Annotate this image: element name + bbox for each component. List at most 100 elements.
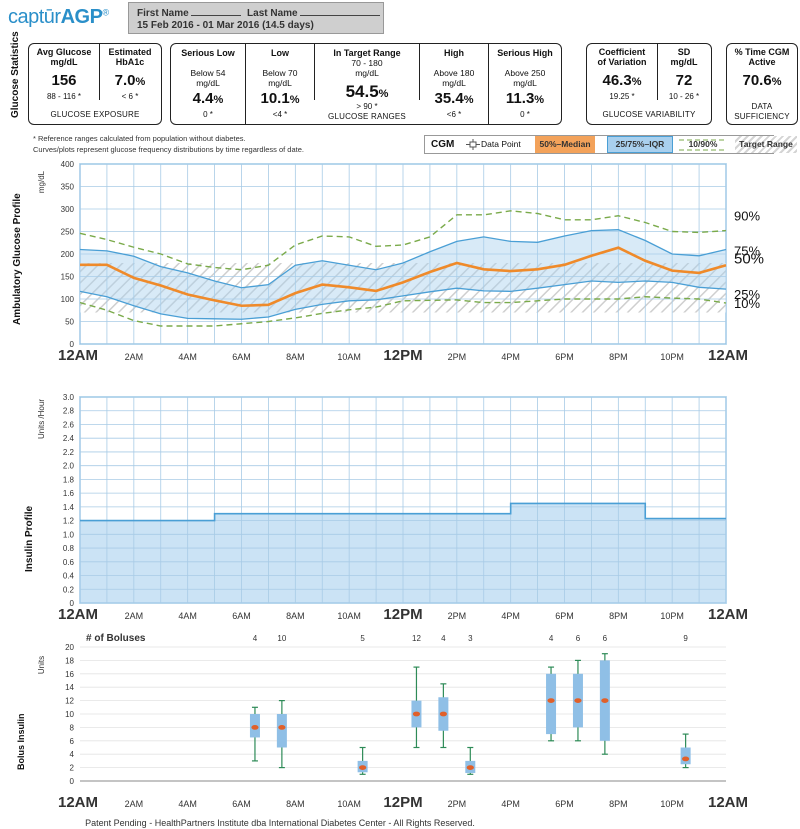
date-range: 15 Feb 2016 - 01 Mar 2016 (14.5 days)	[137, 20, 314, 31]
captur-agp-logo: captūrAGP®	[8, 6, 109, 28]
insulin-xtick-5: 10AM	[337, 611, 361, 621]
bolus-median-7	[574, 698, 582, 703]
glucose-exposure-box: Avg Glucose mg/dL Estimated HbA1c 156 7.0%…	[28, 43, 162, 125]
p10-line	[79, 296, 727, 327]
p75-line	[79, 229, 727, 289]
agp-ytick-2: 100	[61, 295, 75, 304]
bolus-xtick-11: 10PM	[660, 799, 684, 809]
agp-right-label-0: 90%	[734, 209, 760, 224]
agp-xtick-0: 12AM	[58, 347, 98, 364]
insulin-ytick-5: 1.0	[63, 530, 75, 539]
p25-line	[79, 280, 727, 320]
bolus-count-8: 6	[603, 634, 608, 643]
bolus-count-1: 10	[277, 634, 286, 643]
bolus-xtick-4: 8AM	[286, 799, 305, 809]
agp-ylabel: mg/dL	[37, 170, 46, 193]
bolus-count-9: 9	[683, 634, 688, 643]
agp-xtick-7: 2PM	[448, 352, 467, 362]
bolus-xtick-2: 4AM	[178, 799, 197, 809]
bolus-title: # of Boluses	[86, 633, 146, 644]
insulin-ytick-3: 0.6	[63, 558, 75, 567]
bolus-xtick-12: 12AM	[708, 794, 748, 811]
insulin-xtick-0: 12AM	[58, 606, 98, 623]
agp-right-label-1: 75%	[734, 244, 760, 259]
bolus-box-9	[680, 747, 691, 765]
agp-xtick-4: 8AM	[286, 352, 305, 362]
bolus-ytick-3: 6	[70, 737, 75, 746]
first-name-label: First Name	[137, 8, 189, 19]
insulin-ytick-9: 1.8	[63, 475, 75, 484]
bolus-ytick-10: 20	[65, 643, 74, 652]
agp-xtick-6: 12PM	[383, 347, 422, 364]
agp-xtick-9: 6PM	[555, 352, 574, 362]
agp-xtick-5: 10AM	[337, 352, 361, 362]
insulin-xtick-2: 4AM	[178, 611, 197, 621]
agp-xtick-8: 4PM	[501, 352, 520, 362]
insulin-xtick-3: 6AM	[232, 611, 251, 621]
insulin-xtick-12: 12AM	[708, 606, 748, 623]
insulin-xtick-9: 6PM	[555, 611, 574, 621]
agp-xtick-10: 8PM	[609, 352, 628, 362]
insulin-ytick-11: 2.2	[63, 448, 75, 457]
bolus-ylabel: Units	[37, 656, 46, 674]
chart-legend: CGM Data Point 50%–Median 25/75%–IQR 10/…	[424, 135, 797, 154]
agp-ytick-3: 150	[61, 273, 75, 282]
p90-line	[79, 210, 727, 271]
bolus-xtick-3: 6AM	[232, 799, 251, 809]
legend-iqr: 25/75%–IQR	[607, 136, 673, 153]
footer-copyright: Patent Pending - HealthPartners Institut…	[85, 818, 475, 828]
bolus-median-4	[439, 711, 447, 717]
bolus-xtick-9: 6PM	[555, 799, 574, 809]
agp-ytick-0: 0	[70, 340, 75, 349]
insulin-xtick-8: 4PM	[501, 611, 520, 621]
insulin-xtick-7: 2PM	[448, 611, 467, 621]
agp-right-label-3: 25%	[734, 287, 760, 302]
insulin-xtick-6: 12PM	[383, 606, 422, 623]
avg-glucose-value: 156	[51, 72, 77, 89]
insulin-ytick-7: 1.4	[63, 503, 75, 512]
insulin-ylabel: Units /Hour	[37, 399, 46, 439]
bolus-ytick-5: 10	[65, 710, 74, 719]
insulin-ytick-8: 1.6	[63, 489, 75, 498]
bolus-count-7: 6	[576, 634, 581, 643]
agp-xtick-2: 4AM	[178, 352, 197, 362]
bolus-median-9	[682, 756, 690, 762]
agp-ytick-1: 50	[65, 318, 74, 327]
basal-rate-line	[80, 502, 726, 522]
insulin-xtick-1: 2AM	[125, 611, 144, 621]
bolus-count-6: 4	[549, 634, 554, 643]
agp-right-label-2: 50%	[734, 250, 764, 267]
bolus-xtick-6: 12PM	[383, 794, 422, 811]
insulin-ytick-12: 2.4	[63, 434, 75, 443]
bolus-box-6	[546, 673, 557, 735]
bolus-ytick-4: 8	[70, 723, 75, 732]
agp-ytick-7: 350	[61, 183, 75, 192]
patient-info-box: First Name Last Name 15 Feb 2016 - 01 Ma…	[128, 2, 384, 34]
bolus-ytick-1: 2	[70, 764, 75, 773]
agp-xtick-1: 2AM	[125, 352, 144, 362]
bolus-box-1	[276, 714, 287, 748]
legend-median: 50%–Median	[535, 136, 595, 153]
reference-footnote: * Reference ranges calculated from popul…	[33, 134, 304, 154]
bolus-xtick-10: 8PM	[609, 799, 628, 809]
bolus-ytick-8: 16	[65, 670, 74, 679]
bolus-ytick-6: 12	[65, 697, 74, 706]
agp-ytick-5: 250	[61, 228, 75, 237]
agp-xtick-12: 12AM	[708, 347, 748, 364]
insulin-ytick-6: 1.2	[63, 517, 75, 526]
legend-data-point: Data Point	[465, 136, 521, 153]
insulin-ytick-13: 2.6	[63, 420, 75, 429]
agp-ytick-4: 200	[61, 250, 75, 259]
bolus-xtick-8: 4PM	[501, 799, 520, 809]
bolus-count-0: 4	[253, 634, 258, 643]
data-sufficiency-box: % Time CGM Active 70.6% DATA SUFFICIENCY	[726, 43, 798, 125]
insulin-ytick-10: 2.0	[63, 462, 75, 471]
bolus-xtick-1: 2AM	[125, 799, 144, 809]
insulin-xtick-4: 8AM	[286, 611, 305, 621]
legend-10-90: 10/90%	[679, 139, 727, 151]
insulin-ytick-15: 3.0	[63, 393, 75, 402]
bolus-count-3: 12	[412, 634, 421, 643]
agp-right-label-4: 10%	[734, 296, 760, 311]
median-line	[80, 246, 727, 308]
legend-cgm: CGM	[431, 139, 455, 150]
